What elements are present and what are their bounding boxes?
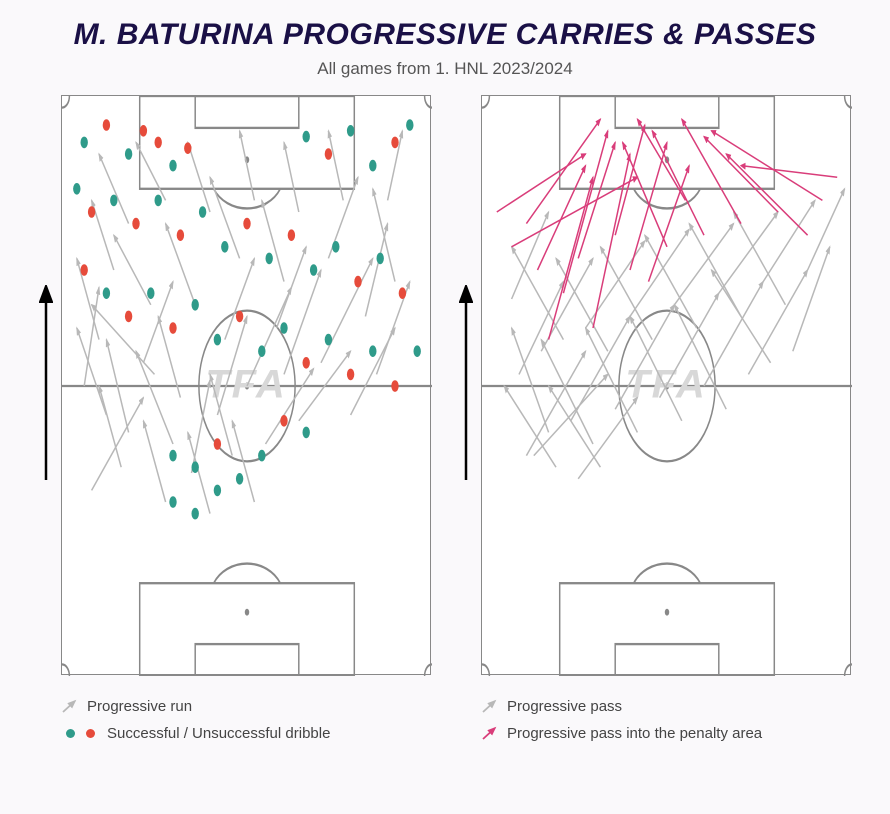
panels-container: TFA Progressive run Successful / Unsucce… [24,95,866,747]
chart-title: M. BATURINA PROGRESSIVE CARRIES & PASSES [24,18,866,53]
direction-arrow-icon [39,285,53,485]
legend-row: Progressive run [61,693,330,720]
legend-label: Successful / Unsuccessful dribble [107,720,330,747]
arrow-icon [481,724,499,742]
legend-row: Progressive pass [481,693,762,720]
arrow-icon [61,697,79,715]
legend-row: Successful / Unsuccessful dribble [61,720,330,747]
dots-icon [61,724,79,742]
passes-pitch: TFA [481,95,851,675]
carries-legend: Progressive run Successful / Unsuccessfu… [61,693,330,747]
passes-panel: TFA Progressive pass Progressive pass in… [459,95,851,747]
legend-label: Progressive pass [507,693,622,720]
carries-pitch: TFA [61,95,431,675]
passes-legend: Progressive pass Progressive pass into t… [481,693,762,747]
chart-subtitle: All games from 1. HNL 2023/2024 [24,59,866,79]
carries-panel: TFA Progressive run Successful / Unsucce… [39,95,431,747]
dots-icon [81,724,99,742]
arrow-icon [481,697,499,715]
direction-arrow-icon [459,285,473,485]
legend-row: Progressive pass into the penalty area [481,720,762,747]
legend-label: Progressive pass into the penalty area [507,720,762,747]
legend-label: Progressive run [87,693,192,720]
